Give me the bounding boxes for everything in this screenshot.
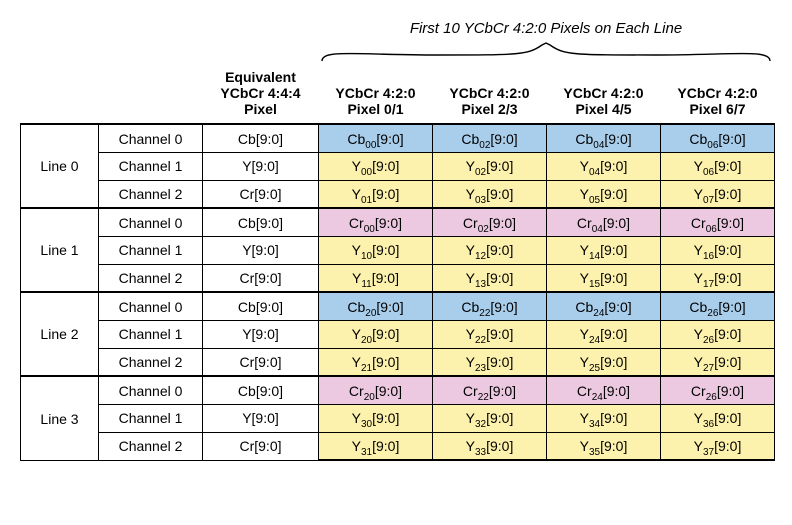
header-pixel-23: YCbCr 4:2:0 Pixel 2/3 [433, 65, 547, 124]
data-cell: Y17[9:0] [661, 264, 775, 292]
data-cell: Cb26[9:0] [661, 292, 775, 320]
equiv-cell: Y[9:0] [203, 320, 319, 348]
data-cell: Y13[9:0] [433, 264, 547, 292]
data-cell: Y36[9:0] [661, 404, 775, 432]
data-cell: Y00[9:0] [319, 152, 433, 180]
data-cell: Y27[9:0] [661, 348, 775, 376]
data-cell: Y06[9:0] [661, 152, 775, 180]
data-cell: Y31[9:0] [319, 432, 433, 460]
header-pixel-01: YCbCr 4:2:0 Pixel 0/1 [319, 65, 433, 124]
channel-label: Channel 1 [99, 152, 203, 180]
table-row: Channel 2Cr[9:0]Y31[9:0]Y33[9:0]Y35[9:0]… [21, 432, 775, 460]
channel-label: Channel 2 [99, 180, 203, 208]
line-label: Line 1 [21, 208, 99, 292]
channel-label: Channel 0 [99, 292, 203, 320]
equiv-cell: Cr[9:0] [203, 180, 319, 208]
channel-label: Channel 0 [99, 124, 203, 152]
equiv-cell: Y[9:0] [203, 152, 319, 180]
data-cell: Y32[9:0] [433, 404, 547, 432]
equiv-cell: Cr[9:0] [203, 348, 319, 376]
channel-label: Channel 0 [99, 376, 203, 404]
header-equiv: Equivalent YCbCr 4:4:4 Pixel [203, 65, 319, 124]
table-row: Line 1Channel 0Cb[9:0]Cr00[9:0]Cr02[9:0]… [21, 208, 775, 236]
equiv-cell: Cb[9:0] [203, 208, 319, 236]
header-blank-chan [99, 65, 203, 124]
data-cell: Cr26[9:0] [661, 376, 775, 404]
equiv-cell: Cr[9:0] [203, 432, 319, 460]
header-pixel-67: YCbCr 4:2:0 Pixel 6/7 [661, 65, 775, 124]
table-row: Line 0Channel 0Cb[9:0]Cb00[9:0]Cb02[9:0]… [21, 124, 775, 152]
equiv-cell: Cb[9:0] [203, 376, 319, 404]
data-cell: Y14[9:0] [547, 236, 661, 264]
table-row: Channel 1Y[9:0]Y20[9:0]Y22[9:0]Y24[9:0]Y… [21, 320, 775, 348]
data-cell: Y35[9:0] [547, 432, 661, 460]
data-cell: Cb04[9:0] [547, 124, 661, 152]
data-cell: Y20[9:0] [319, 320, 433, 348]
data-cell: Y03[9:0] [433, 180, 547, 208]
equiv-cell: Cb[9:0] [203, 124, 319, 152]
data-cell: Cb02[9:0] [433, 124, 547, 152]
line-label: Line 3 [21, 376, 99, 460]
data-cell: Y11[9:0] [319, 264, 433, 292]
data-cell: Cb00[9:0] [319, 124, 433, 152]
data-cell: Cr24[9:0] [547, 376, 661, 404]
table-row: Channel 1Y[9:0]Y00[9:0]Y02[9:0]Y04[9:0]Y… [21, 152, 775, 180]
data-cell: Y21[9:0] [319, 348, 433, 376]
data-cell: Cb22[9:0] [433, 292, 547, 320]
table-row: Channel 2Cr[9:0]Y11[9:0]Y13[9:0]Y15[9:0]… [21, 264, 775, 292]
data-cell: Cr04[9:0] [547, 208, 661, 236]
equiv-cell: Cb[9:0] [203, 292, 319, 320]
data-cell: Y34[9:0] [547, 404, 661, 432]
line-label: Line 2 [21, 292, 99, 376]
data-cell: Y02[9:0] [433, 152, 547, 180]
data-cell: Cb20[9:0] [319, 292, 433, 320]
data-cell: Y25[9:0] [547, 348, 661, 376]
channel-label: Channel 2 [99, 348, 203, 376]
channel-label: Channel 1 [99, 236, 203, 264]
data-cell: Y24[9:0] [547, 320, 661, 348]
data-cell: Y23[9:0] [433, 348, 547, 376]
table-row: Channel 1Y[9:0]Y30[9:0]Y32[9:0]Y34[9:0]Y… [21, 404, 775, 432]
data-cell: Cb24[9:0] [547, 292, 661, 320]
curly-brace [318, 41, 774, 63]
data-cell: Y26[9:0] [661, 320, 775, 348]
header-row: Equivalent YCbCr 4:4:4 Pixel YCbCr 4:2:0… [21, 65, 775, 124]
data-cell: Y07[9:0] [661, 180, 775, 208]
channel-label: Channel 2 [99, 264, 203, 292]
ycbcr-table: Equivalent YCbCr 4:4:4 Pixel YCbCr 4:2:0… [20, 65, 775, 461]
header-pixel-45: YCbCr 4:2:0 Pixel 4/5 [547, 65, 661, 124]
channel-label: Channel 2 [99, 432, 203, 460]
data-cell: Y10[9:0] [319, 236, 433, 264]
equiv-cell: Y[9:0] [203, 236, 319, 264]
table-row: Channel 2Cr[9:0]Y01[9:0]Y03[9:0]Y05[9:0]… [21, 180, 775, 208]
table-row: Line 2Channel 0Cb[9:0]Cb20[9:0]Cb22[9:0]… [21, 292, 775, 320]
equiv-cell: Cr[9:0] [203, 264, 319, 292]
data-cell: Y16[9:0] [661, 236, 775, 264]
data-cell: Y12[9:0] [433, 236, 547, 264]
data-cell: Y01[9:0] [319, 180, 433, 208]
data-cell: Cr22[9:0] [433, 376, 547, 404]
table-row: Channel 1Y[9:0]Y10[9:0]Y12[9:0]Y14[9:0]Y… [21, 236, 775, 264]
data-cell: Y30[9:0] [319, 404, 433, 432]
channel-label: Channel 1 [99, 320, 203, 348]
header-blank-line [21, 65, 99, 124]
data-cell: Cr00[9:0] [319, 208, 433, 236]
table-supertitle: First 10 YCbCr 4:2:0 Pixels on Each Line [318, 20, 774, 37]
equiv-cell: Y[9:0] [203, 404, 319, 432]
line-label: Line 0 [21, 124, 99, 208]
data-cell: Y05[9:0] [547, 180, 661, 208]
table-row: Line 3Channel 0Cb[9:0]Cr20[9:0]Cr22[9:0]… [21, 376, 775, 404]
data-cell: Cr06[9:0] [661, 208, 775, 236]
data-cell: Y04[9:0] [547, 152, 661, 180]
data-cell: Cb06[9:0] [661, 124, 775, 152]
table-row: Channel 2Cr[9:0]Y21[9:0]Y23[9:0]Y25[9:0]… [21, 348, 775, 376]
channel-label: Channel 1 [99, 404, 203, 432]
channel-label: Channel 0 [99, 208, 203, 236]
data-cell: Y22[9:0] [433, 320, 547, 348]
data-cell: Y15[9:0] [547, 264, 661, 292]
data-cell: Cr20[9:0] [319, 376, 433, 404]
data-cell: Y37[9:0] [661, 432, 775, 460]
data-cell: Y33[9:0] [433, 432, 547, 460]
data-cell: Cr02[9:0] [433, 208, 547, 236]
